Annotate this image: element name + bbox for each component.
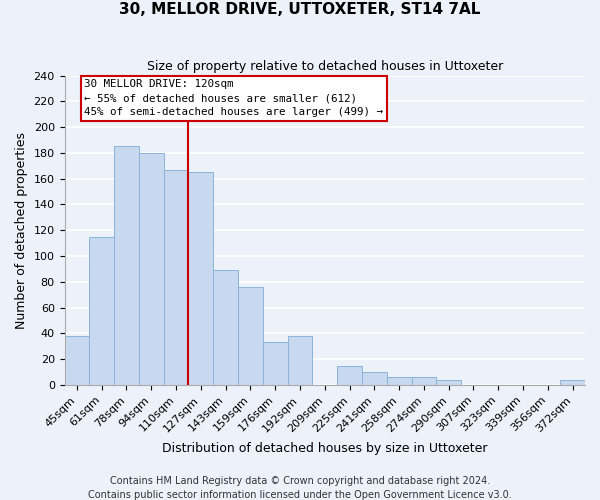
Bar — [287, 336, 313, 385]
Bar — [362, 372, 387, 385]
Bar — [263, 342, 287, 385]
Bar — [560, 380, 585, 385]
Bar — [436, 380, 461, 385]
Y-axis label: Number of detached properties: Number of detached properties — [15, 132, 28, 329]
Text: Contains HM Land Registry data © Crown copyright and database right 2024.
Contai: Contains HM Land Registry data © Crown c… — [88, 476, 512, 500]
Text: 30, MELLOR DRIVE, UTTOXETER, ST14 7AL: 30, MELLOR DRIVE, UTTOXETER, ST14 7AL — [119, 2, 481, 18]
Bar — [337, 366, 362, 385]
Text: 30 MELLOR DRIVE: 120sqm
← 55% of detached houses are smaller (612)
45% of semi-d: 30 MELLOR DRIVE: 120sqm ← 55% of detache… — [85, 80, 383, 118]
Bar — [238, 287, 263, 385]
Bar — [114, 146, 139, 385]
Bar — [188, 172, 213, 385]
Bar — [89, 236, 114, 385]
Bar — [164, 170, 188, 385]
X-axis label: Distribution of detached houses by size in Uttoxeter: Distribution of detached houses by size … — [162, 442, 488, 455]
Bar — [412, 377, 436, 385]
Bar — [213, 270, 238, 385]
Title: Size of property relative to detached houses in Uttoxeter: Size of property relative to detached ho… — [146, 60, 503, 73]
Bar — [387, 377, 412, 385]
Bar — [139, 153, 164, 385]
Bar — [65, 336, 89, 385]
